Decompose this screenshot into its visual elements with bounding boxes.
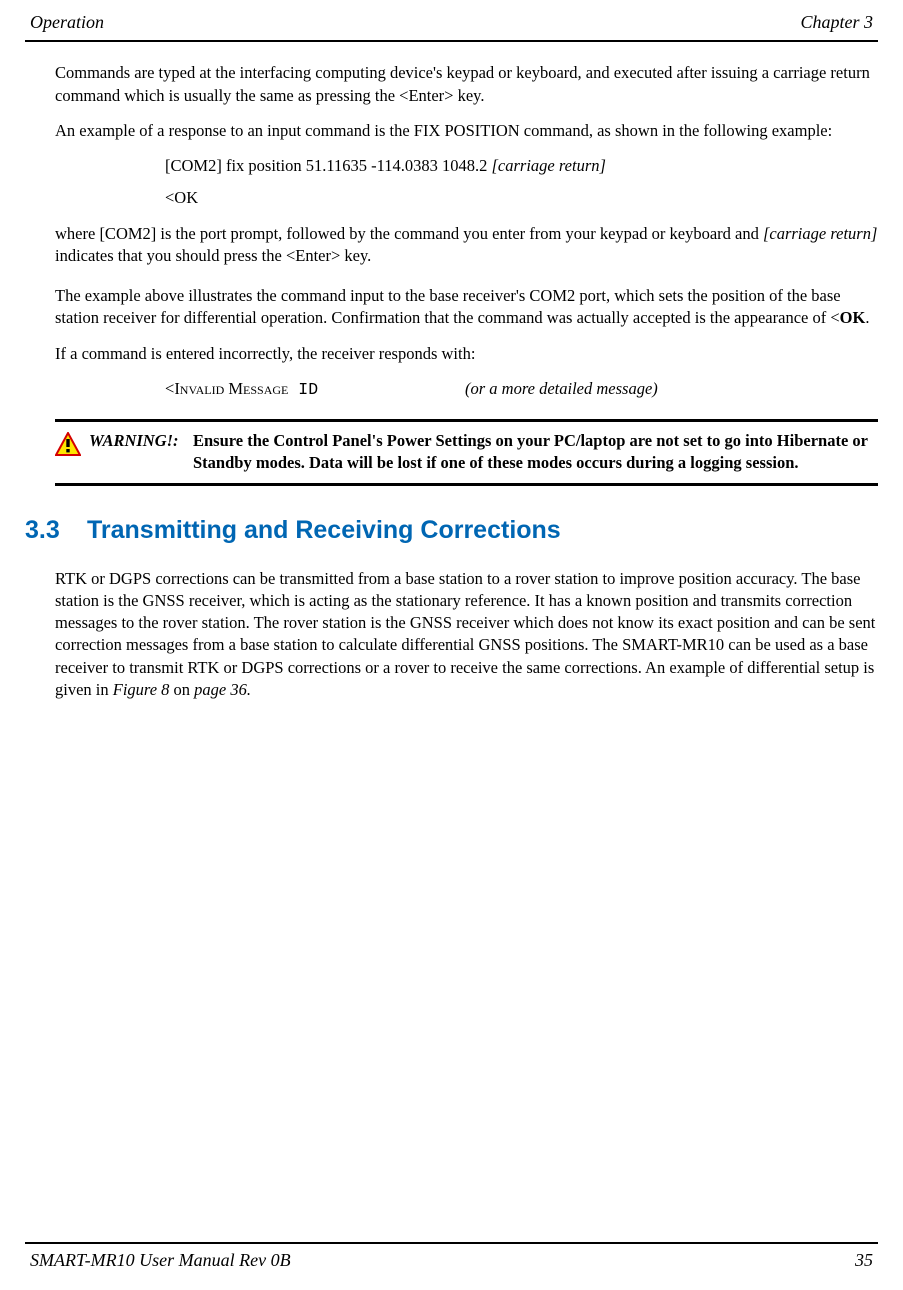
paragraph-4: The example above illustrates the comman… xyxy=(55,285,878,330)
example-line-2: <OK xyxy=(165,187,878,209)
header-rule xyxy=(25,40,878,42)
sb-d: page 36. xyxy=(194,680,251,699)
header-right: Chapter 3 xyxy=(800,10,873,34)
example-1a: [COM2] fix position 51.11635 -114.0383 1… xyxy=(165,156,491,175)
p4-c: . xyxy=(865,308,869,327)
footer-right: 35 xyxy=(855,1248,873,1272)
invalid-right: (or a more detailed message) xyxy=(465,378,658,401)
p4-a: The example above illustrates the comman… xyxy=(55,286,841,327)
header-left: Operation xyxy=(30,10,104,34)
paragraph-2: An example of a response to an input com… xyxy=(55,120,878,142)
p3-e: indicates that you should press the <Ent… xyxy=(55,246,371,265)
section-heading: 3.3Transmitting and Receiving Correction… xyxy=(25,514,878,548)
inv-b: Invalid Message xyxy=(174,379,288,398)
sb-c: on xyxy=(169,680,194,699)
warning-label: WARNING!: xyxy=(85,430,193,452)
warning-text: Ensure the Control Panel's Power Setting… xyxy=(193,430,878,475)
paragraph-1: Commands are typed at the interfacing co… xyxy=(55,62,878,107)
example-1b: [carriage return] xyxy=(491,156,605,175)
invalid-message-row: <Invalid Message ID (or a more detailed … xyxy=(165,378,878,401)
section-title: Transmitting and Receiving Corrections xyxy=(87,516,561,544)
p4-b: OK xyxy=(840,308,866,327)
warning-box: WARNING!: Ensure the Control Panel's Pow… xyxy=(55,419,878,486)
footer-row: SMART-MR10 User Manual Rev 0B 35 xyxy=(25,1248,878,1272)
sb-b: Figure 8 xyxy=(113,680,170,699)
example-block: [COM2] fix position 51.11635 -114.0383 1… xyxy=(165,155,878,210)
footer-left: SMART-MR10 User Manual Rev 0B xyxy=(30,1248,291,1272)
invalid-left: <Invalid Message ID xyxy=(165,378,465,401)
footer-rule xyxy=(25,1242,878,1244)
p3-c: is the port prompt, followed by the comm… xyxy=(156,224,763,243)
paragraph-5: If a command is entered incorrectly, the… xyxy=(55,343,878,365)
warning-icon xyxy=(55,430,85,462)
section-number: 3.3 xyxy=(25,514,87,548)
p3-b: [COM2] xyxy=(99,224,156,243)
p3-a: where xyxy=(55,224,99,243)
example-line-1: [COM2] fix position 51.11635 -114.0383 1… xyxy=(165,155,878,177)
paragraph-3: where [COM2] is the port prompt, followe… xyxy=(55,223,878,268)
body-content: Commands are typed at the interfacing co… xyxy=(25,62,878,701)
inv-a: < xyxy=(165,379,174,398)
section-body: RTK or DGPS corrections can be transmitt… xyxy=(55,568,878,702)
page-header: Operation Chapter 3 xyxy=(25,0,878,40)
p3-d: [carriage return] xyxy=(763,224,877,243)
page-footer: SMART-MR10 User Manual Rev 0B 35 xyxy=(25,1242,878,1272)
inv-c: ID xyxy=(288,380,318,399)
